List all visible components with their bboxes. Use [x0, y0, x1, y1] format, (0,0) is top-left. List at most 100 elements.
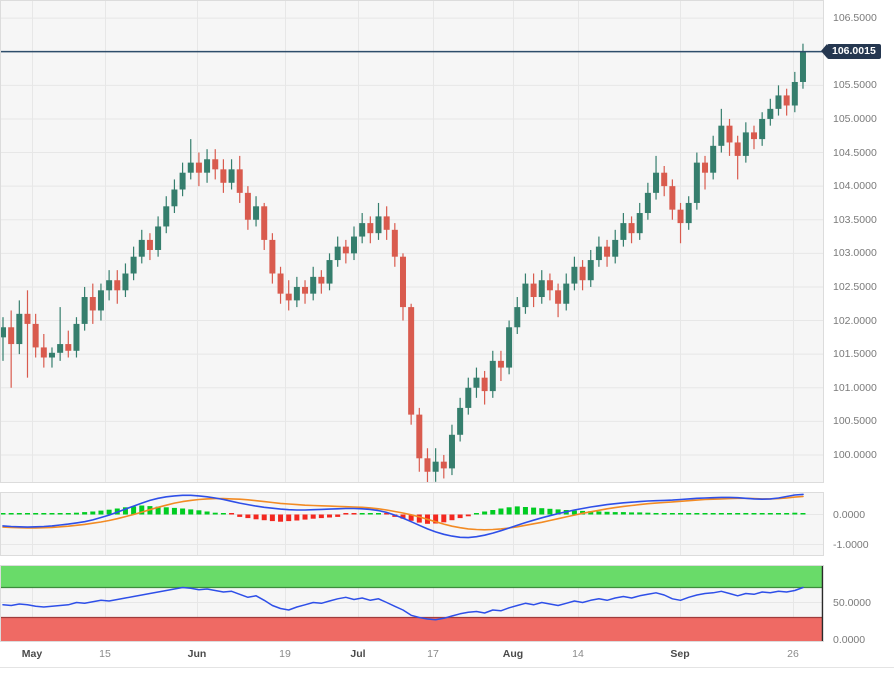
candle-up [432, 461, 439, 472]
macd-histogram-positive [82, 512, 88, 515]
macd-histogram-negative [237, 514, 243, 517]
macd-histogram-negative [245, 514, 251, 519]
candle-up [253, 206, 260, 220]
price-axis-label: 101.0000 [833, 382, 877, 394]
candle-down [269, 239, 276, 274]
candle-up [799, 51, 806, 82]
macd-histogram-positive [196, 510, 202, 515]
macd-histogram-positive [531, 507, 537, 515]
macd-histogram-positive [718, 513, 724, 515]
candle-down [89, 297, 96, 311]
macd-histogram-negative [327, 514, 333, 518]
macd-histogram-positive [106, 509, 112, 515]
macd-line [2, 493, 804, 539]
macd-histogram-positive [735, 513, 741, 515]
candle-up [563, 283, 570, 304]
macd-histogram-positive [792, 512, 798, 515]
candle-up [130, 256, 137, 274]
macd-histogram-positive [375, 513, 381, 515]
price-axis-label: 105.0000 [833, 113, 877, 125]
candle-up [767, 108, 774, 119]
candle-up [653, 172, 660, 193]
candle-up [571, 266, 578, 284]
macd-histogram-positive [620, 512, 626, 515]
panel-background [0, 492, 824, 556]
price-axis-label: 101.5000 [833, 348, 877, 360]
time-axis-day-label: 26 [787, 648, 799, 660]
macd-histogram-positive [604, 511, 610, 515]
macd-histogram-positive [506, 507, 512, 515]
rsi-panel[interactable] [0, 565, 824, 642]
macd-histogram-negative [269, 514, 275, 522]
macd-histogram-positive [612, 512, 618, 515]
macd-histogram-positive [498, 508, 504, 515]
time-axis-month-label: Aug [502, 648, 524, 660]
panel-border [0, 0, 824, 483]
macd-histogram-positive [669, 513, 675, 515]
time-axis[interactable]: May 15 Jun 19 Jul 17 Aug 14 Sep 26 [0, 643, 894, 676]
candle-up [0, 327, 6, 338]
price-chart-panel[interactable] [0, 0, 824, 483]
candle-down [383, 216, 390, 230]
time-axis-day-label: 14 [572, 648, 584, 660]
macd-histogram-positive [702, 513, 708, 515]
panel-border [0, 492, 824, 556]
macd-histogram-positive [367, 513, 373, 515]
macd-histogram-negative [400, 514, 406, 519]
macd-histogram-negative [318, 514, 324, 519]
macd-histogram-positive [90, 511, 96, 515]
candle-up [81, 297, 88, 324]
macd-histogram-negative [229, 513, 235, 515]
macd-histogram-negative [351, 513, 357, 515]
price-axis-label: 102.5000 [833, 281, 877, 293]
candle-up [506, 327, 513, 368]
candle-down [440, 461, 447, 469]
time-axis-month-label: May [21, 648, 43, 660]
candle-down [114, 280, 121, 291]
candle-up [693, 162, 700, 203]
candle-down [40, 347, 47, 358]
price-axis-scale[interactable]: 106.5000 105.5000 105.0000 104.5000 104.0000… [824, 0, 894, 483]
macd-histogram-positive [694, 513, 700, 515]
candle-down [285, 293, 292, 301]
macd-histogram-positive [204, 511, 210, 515]
macd-canvas [0, 492, 824, 556]
macd-histogram-negative [310, 514, 316, 519]
candle-up [97, 290, 104, 311]
macd-histogram-negative [433, 514, 439, 524]
macd-histogram-positive [547, 508, 553, 515]
candle-down [32, 323, 39, 348]
current-price-tag: 106.0015 [821, 44, 881, 59]
candle-down [408, 307, 415, 415]
time-axis-month-label: Sep [670, 648, 690, 660]
candle-up [522, 283, 529, 308]
price-axis-label: 104.5000 [833, 147, 877, 159]
macd-histogram-positive [8, 513, 14, 515]
candle-up [138, 239, 145, 257]
macd-histogram-positive [212, 512, 218, 515]
candle-down [546, 280, 553, 291]
candle-down [424, 458, 431, 472]
macd-histogram-positive [653, 513, 659, 515]
macd-histogram-positive [139, 505, 145, 515]
time-axis-day-label: 19 [279, 648, 291, 660]
candle-down [661, 172, 668, 187]
candle-up [310, 276, 317, 294]
candle-up [171, 189, 178, 207]
macd-histogram-positive [57, 513, 63, 515]
candle-up [465, 387, 472, 408]
macd-histogram-positive [490, 510, 496, 515]
candle-down [302, 286, 309, 294]
candle-up [73, 323, 80, 351]
macd-axis-scale[interactable]: 0.0000 -1.0000 [824, 492, 894, 556]
macd-histogram-positive [710, 513, 716, 515]
macd-histogram-positive [41, 513, 47, 515]
macd-histogram-positive [555, 509, 561, 515]
macd-panel[interactable] [0, 492, 824, 556]
candle-down [236, 169, 243, 193]
rsi-axis-scale[interactable]: 50.0000 0.0000 [824, 565, 894, 646]
macd-histogram-positive [571, 510, 577, 515]
macd-histogram-positive [743, 513, 749, 515]
candle-down [261, 206, 268, 240]
